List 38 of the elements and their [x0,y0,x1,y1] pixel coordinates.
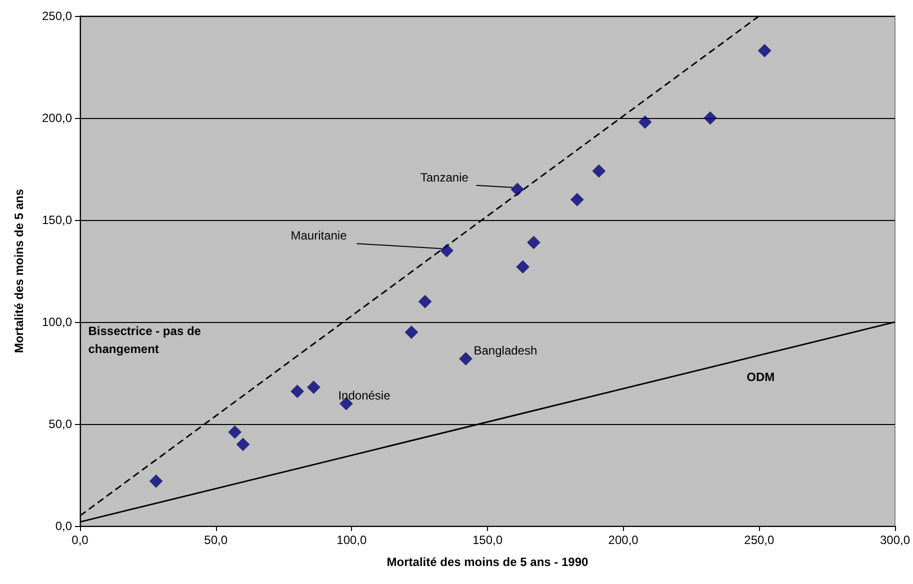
x-tick-label: 200,0 [608,533,639,547]
point [758,44,772,58]
point [527,236,540,250]
y-tick-label: 100,0 [42,315,72,329]
x-tick-label: 0,0 [72,533,89,547]
point [306,380,320,394]
point [592,164,606,178]
y-axis-title: Mortalité des moins de 5 ans [12,188,26,354]
point [459,352,472,366]
annotation: Tanzanie [420,170,469,184]
y-tick-label: 50,0 [48,417,72,431]
point [149,474,163,488]
annotation: Bissectrice - pas de changement [88,324,204,356]
point [404,326,418,339]
x-axis-title: Mortalité des moins de 5 ans - 1990 [386,555,589,569]
annotation: Indonésie [338,388,391,403]
y-tick-label: 0,0 [55,519,72,533]
x-tick-label: 250,0 [744,533,774,547]
y-tick-label: 150,0 [42,213,72,227]
annotation: ODM [746,370,775,384]
point [290,384,304,398]
point [704,111,717,125]
x-tick-label: 50,0 [204,533,228,547]
x-tick-label: 100,0 [336,533,367,547]
point [440,244,454,258]
y-tick-label: 200,0 [42,111,72,125]
point [236,438,250,452]
point [638,115,652,129]
x-tick-label: 150,0 [472,533,503,547]
annotation: Mauritanie [290,228,348,243]
x-tick-label: 300,0 [880,533,910,547]
point [418,294,432,308]
point [570,192,584,206]
annotation: Bangladesh [474,344,538,358]
point [228,426,242,439]
point [510,182,524,196]
point [516,260,530,274]
y-tick-label: 250,0 [42,9,72,23]
